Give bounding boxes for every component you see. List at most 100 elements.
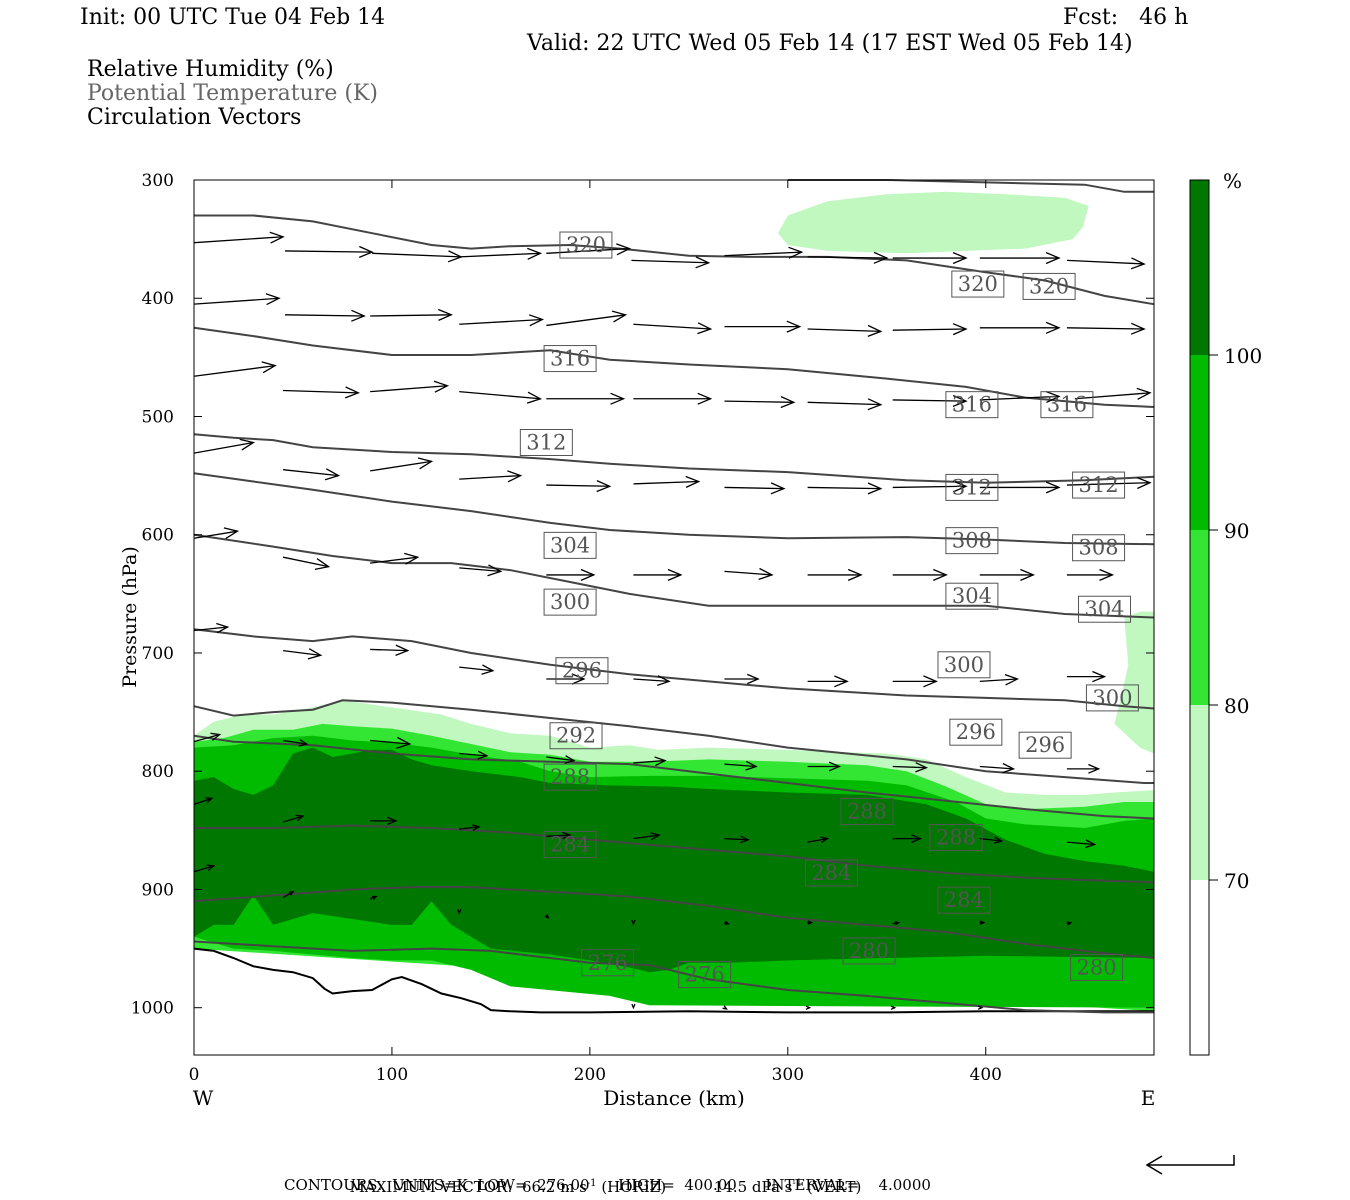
circulation-vector [1074,387,1152,400]
vector-shaft [1066,327,1145,330]
contour-label-box [929,823,983,851]
east-label: E [1141,1086,1156,1110]
colorbar-label-100: 100 [1224,344,1262,368]
contour-label: 308 [945,527,999,555]
contour-label: 276 [678,961,732,989]
circulation-vector [546,831,572,840]
circulation-vector [892,675,938,688]
vector-head [1136,476,1152,490]
colorbar: % 100 90 80 70 [1189,169,1262,1056]
rh-patch-70 [1114,611,1154,754]
contour-label: 284 [804,859,858,887]
terrain-layer [193,947,1154,1055]
y-tick-label: 600 [142,526,174,546]
vector-head [847,568,863,581]
max-vector-label: MAXIMUM VECTOR: [349,1178,513,1196]
vector-shaft [459,391,541,400]
contour-label-text: 288 [550,765,590,789]
circulation-vector [370,552,420,565]
circulation-vector [546,392,626,405]
isentrope-288 [194,824,1155,884]
vector-shaft [282,739,307,745]
vert-tag: (VERT) [806,1178,862,1196]
circulation-vector [370,457,434,472]
contour-label-text: 288 [936,825,976,849]
vector-head [298,739,309,747]
circulation-vector [1066,839,1097,849]
vector-head [395,644,410,657]
vector-shaft [1066,259,1145,265]
vector-head [952,252,968,265]
vector-shaft [546,756,575,762]
horiz-tag: (HORIZ) [601,1178,667,1196]
vector-head [631,919,636,926]
vector-layer [193,231,1152,1010]
contour-label-box [555,657,609,685]
vector-head [654,756,667,767]
vector-head [1066,921,1073,926]
isentrope-320 [787,179,1154,193]
terrain-line [193,947,1154,1014]
contour-label-text: 312 [1079,473,1119,497]
contour-label-box [1072,471,1126,499]
vector-head [745,760,758,771]
colorbar-label-70: 70 [1224,869,1249,893]
contour-label-box [1078,595,1132,623]
x-tick-label: 0 [189,1065,200,1085]
vector-head [396,736,412,749]
contour-label-box [842,937,896,965]
circulation-vector [807,398,883,411]
vector-head [656,675,671,687]
vector-head [867,324,883,338]
vector-head [820,836,830,844]
colorbar-band-100 [1190,180,1209,355]
vector-head [1045,321,1061,334]
isentrope-316 [193,326,1155,408]
circulation-vector [372,250,463,263]
x-tick-label: 200 [574,1065,606,1085]
contour-label-box [945,582,999,610]
circulation-vector [1066,257,1146,270]
contour-label: 288 [929,823,983,851]
contour-label-text: 296 [956,720,996,744]
vector-head [1004,673,1020,686]
contour-label: 312 [945,473,999,501]
vector-head [952,394,968,408]
contour-label-box [581,949,635,977]
vector-head [977,1005,984,1010]
contour-label: 320 [559,231,613,259]
vector-head [210,732,222,741]
contour-label-text: 284 [811,861,851,885]
vector-head [269,231,285,244]
vector-shaft [370,314,452,317]
vector-shaft [546,314,626,327]
vector-head [351,309,366,322]
vector-head [994,836,1004,844]
vector-shaft [979,395,1060,401]
vector-head [740,835,750,844]
vert-max-value: 14.5 dPa s [713,1178,793,1196]
vector-shaft [283,389,359,394]
contour-label-box [1040,391,1094,419]
vector-shaft [633,759,666,764]
y-tick-label: 500 [142,407,174,427]
vector-head [206,864,216,871]
circulation-vector [370,308,453,321]
vector-head [631,1003,636,1010]
vector-shaft [370,648,408,652]
contour-label: 300 [543,588,597,616]
vector-shaft [892,485,966,489]
contour-label: 312 [519,429,573,456]
contours-info: CONTOURS: UNITS=K LOW= 276.00 HIGH= 400.… [284,1176,931,1194]
contour-label-text: 304 [1084,597,1124,621]
circulation-vector [1066,568,1115,581]
circulation-vector [892,394,968,408]
vector-shaft [724,837,749,841]
vector-head [616,243,632,256]
plot-frame [193,179,1155,1056]
contour-label-box [543,831,597,859]
circulation-vector [193,231,285,244]
colorbar-unit: % [1223,169,1242,193]
y-tick-label: 300 [142,171,174,191]
vector-shaft [193,733,220,743]
